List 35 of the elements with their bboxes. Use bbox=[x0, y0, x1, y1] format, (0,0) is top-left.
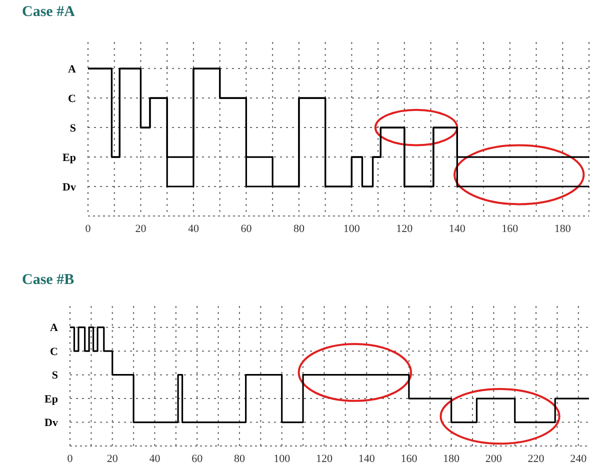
x-tick-label: 140 bbox=[358, 452, 376, 465]
chart-title: Case #B bbox=[22, 272, 74, 289]
x-tick-label: 180 bbox=[443, 452, 460, 465]
text: S bbox=[70, 122, 76, 134]
text: C bbox=[68, 92, 76, 105]
text: A bbox=[50, 322, 58, 334]
text: A bbox=[68, 63, 76, 76]
text: S bbox=[52, 370, 58, 382]
text: Ep bbox=[44, 393, 58, 406]
text: Dv bbox=[44, 417, 58, 430]
x-tick-label: 160 bbox=[400, 452, 418, 465]
x-tick-label: 80 bbox=[234, 452, 246, 465]
x-tick-label: 240 bbox=[570, 452, 588, 465]
x-tick-label: 60 bbox=[192, 452, 204, 465]
text: Dv bbox=[62, 181, 76, 194]
x-tick-label: 20 bbox=[106, 452, 118, 465]
text: Ep bbox=[62, 152, 76, 164]
x-tick-label: 20 bbox=[135, 222, 147, 235]
x-tick-label: 120 bbox=[316, 452, 333, 465]
text: C bbox=[50, 346, 58, 358]
x-tick-label: 200 bbox=[485, 452, 502, 465]
x-tick-label: 220 bbox=[528, 452, 545, 465]
x-tick-label: 100 bbox=[274, 452, 291, 465]
x-tick-label: 100 bbox=[343, 222, 360, 235]
x-tick-label: 180 bbox=[554, 222, 572, 235]
x-tick-label: 0 bbox=[67, 452, 74, 465]
x-tick-label: 40 bbox=[188, 222, 200, 235]
x-tick-label: 120 bbox=[396, 222, 414, 235]
chart-title: Case #A bbox=[22, 4, 75, 21]
x-tick-label: 40 bbox=[149, 452, 161, 465]
x-tick-label: 60 bbox=[240, 222, 252, 235]
x-tick-label: 140 bbox=[448, 222, 466, 235]
x-tick-label: 160 bbox=[502, 222, 519, 235]
x-tick-label: 80 bbox=[293, 222, 305, 235]
x-tick-label: 0 bbox=[85, 222, 92, 235]
